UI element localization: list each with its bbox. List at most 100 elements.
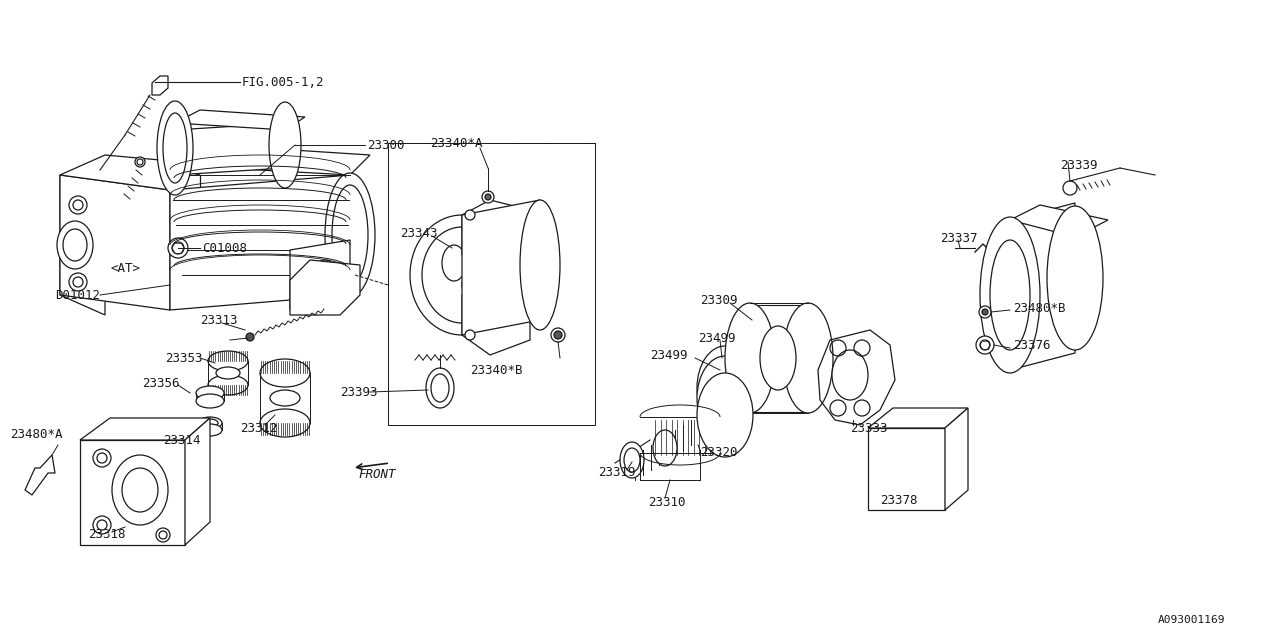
Ellipse shape bbox=[520, 200, 561, 330]
Circle shape bbox=[97, 453, 108, 463]
Text: 23480*A: 23480*A bbox=[10, 429, 63, 442]
Polygon shape bbox=[81, 440, 186, 545]
Text: 23319: 23319 bbox=[598, 465, 635, 479]
Polygon shape bbox=[462, 290, 530, 355]
Polygon shape bbox=[186, 418, 210, 545]
Circle shape bbox=[977, 336, 995, 354]
Text: <AT>: <AT> bbox=[110, 262, 140, 275]
Polygon shape bbox=[868, 428, 945, 510]
Text: A093001169: A093001169 bbox=[1157, 615, 1225, 625]
Polygon shape bbox=[175, 110, 305, 130]
Ellipse shape bbox=[989, 240, 1030, 350]
Ellipse shape bbox=[783, 303, 833, 413]
Ellipse shape bbox=[332, 185, 369, 285]
Text: 23353: 23353 bbox=[165, 351, 202, 365]
Circle shape bbox=[1062, 181, 1076, 195]
Polygon shape bbox=[462, 200, 540, 335]
Polygon shape bbox=[170, 165, 200, 260]
Text: 23314: 23314 bbox=[163, 433, 201, 447]
Text: 23333: 23333 bbox=[850, 422, 887, 435]
Circle shape bbox=[550, 328, 564, 342]
Text: 23393: 23393 bbox=[340, 385, 378, 399]
Ellipse shape bbox=[620, 442, 644, 478]
Ellipse shape bbox=[63, 229, 87, 261]
Ellipse shape bbox=[198, 417, 221, 429]
Ellipse shape bbox=[209, 351, 248, 371]
Ellipse shape bbox=[260, 359, 310, 387]
Ellipse shape bbox=[260, 409, 310, 437]
Circle shape bbox=[172, 242, 184, 254]
Ellipse shape bbox=[422, 227, 502, 323]
Text: 23480*B: 23480*B bbox=[1012, 301, 1065, 314]
Text: 23300: 23300 bbox=[367, 138, 404, 152]
Ellipse shape bbox=[760, 326, 796, 390]
Polygon shape bbox=[291, 260, 360, 315]
Ellipse shape bbox=[426, 368, 454, 408]
Ellipse shape bbox=[442, 245, 466, 281]
Text: C01008: C01008 bbox=[202, 241, 247, 255]
Circle shape bbox=[137, 159, 143, 165]
Circle shape bbox=[93, 449, 111, 467]
Text: 23343: 23343 bbox=[401, 227, 438, 239]
Circle shape bbox=[69, 196, 87, 214]
Ellipse shape bbox=[980, 217, 1039, 373]
Text: 23499: 23499 bbox=[650, 349, 687, 362]
Ellipse shape bbox=[724, 303, 774, 413]
Text: 23339: 23339 bbox=[1060, 159, 1097, 172]
Text: FIG.005-1,2: FIG.005-1,2 bbox=[242, 76, 325, 88]
Text: 23378: 23378 bbox=[881, 493, 918, 506]
Ellipse shape bbox=[269, 102, 301, 188]
Circle shape bbox=[73, 277, 83, 287]
Ellipse shape bbox=[325, 173, 375, 297]
Ellipse shape bbox=[113, 455, 168, 525]
Ellipse shape bbox=[216, 367, 241, 379]
Ellipse shape bbox=[625, 448, 640, 472]
Text: 23320: 23320 bbox=[700, 445, 737, 458]
Circle shape bbox=[93, 516, 111, 534]
Ellipse shape bbox=[196, 394, 224, 408]
Circle shape bbox=[465, 330, 475, 340]
Circle shape bbox=[69, 273, 87, 291]
Polygon shape bbox=[1010, 203, 1075, 370]
Circle shape bbox=[97, 520, 108, 530]
Circle shape bbox=[134, 157, 145, 167]
Ellipse shape bbox=[1047, 206, 1103, 350]
Circle shape bbox=[465, 210, 475, 220]
Polygon shape bbox=[945, 408, 968, 510]
Polygon shape bbox=[81, 418, 210, 440]
Polygon shape bbox=[60, 155, 215, 190]
Ellipse shape bbox=[270, 390, 300, 406]
Circle shape bbox=[979, 306, 991, 318]
Ellipse shape bbox=[157, 101, 193, 195]
Circle shape bbox=[554, 331, 562, 339]
Ellipse shape bbox=[832, 350, 868, 400]
Circle shape bbox=[246, 333, 253, 341]
Circle shape bbox=[168, 238, 188, 258]
Text: D01012: D01012 bbox=[55, 289, 100, 301]
Ellipse shape bbox=[122, 468, 157, 512]
Text: 23337: 23337 bbox=[940, 232, 978, 244]
Ellipse shape bbox=[196, 386, 224, 400]
Circle shape bbox=[980, 340, 989, 350]
Text: 23376: 23376 bbox=[1012, 339, 1051, 351]
Circle shape bbox=[483, 191, 494, 203]
Ellipse shape bbox=[58, 221, 93, 269]
Ellipse shape bbox=[209, 375, 248, 395]
Ellipse shape bbox=[698, 346, 753, 430]
Polygon shape bbox=[60, 175, 105, 315]
Ellipse shape bbox=[163, 113, 187, 183]
Polygon shape bbox=[175, 123, 285, 175]
Text: 23318: 23318 bbox=[88, 529, 125, 541]
Polygon shape bbox=[462, 200, 530, 265]
Ellipse shape bbox=[431, 374, 449, 402]
Circle shape bbox=[315, 260, 335, 280]
Polygon shape bbox=[170, 145, 370, 175]
Text: FRONT: FRONT bbox=[358, 468, 396, 481]
Text: 23340*A: 23340*A bbox=[430, 136, 483, 150]
Polygon shape bbox=[291, 240, 349, 310]
Circle shape bbox=[982, 309, 988, 315]
Ellipse shape bbox=[707, 360, 742, 416]
Ellipse shape bbox=[698, 373, 753, 457]
Polygon shape bbox=[1010, 205, 1108, 237]
Ellipse shape bbox=[202, 419, 218, 427]
